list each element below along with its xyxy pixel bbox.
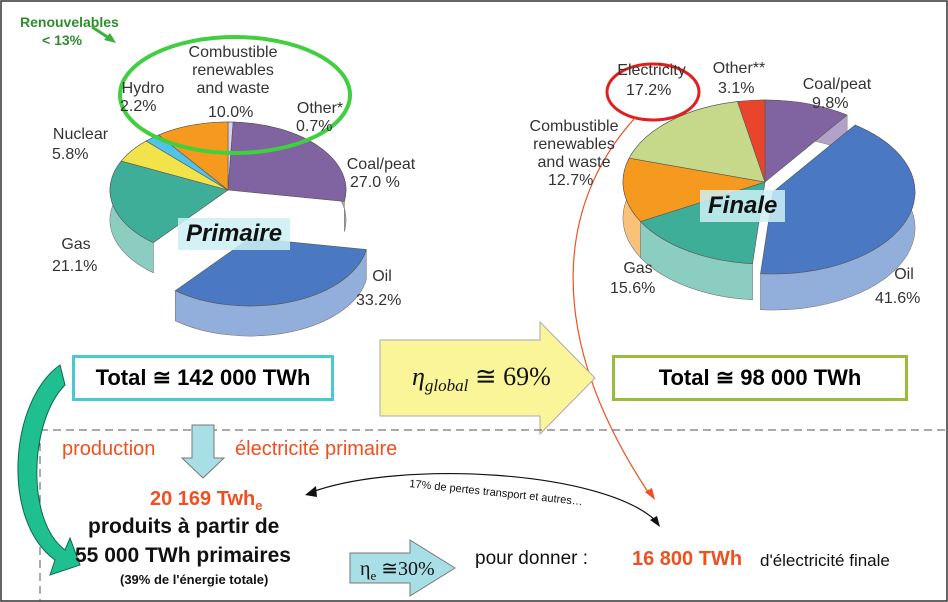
arrowhead <box>305 486 317 497</box>
slice-value-label: 9.8% <box>812 95 849 112</box>
slice-value-label: 12.7% <box>548 172 594 189</box>
slice-label: Gas <box>61 236 91 253</box>
slice-label: Oil <box>372 268 392 285</box>
from: produits à partir de <box>88 515 280 538</box>
slice-label: Coal/peat <box>346 156 416 173</box>
pies <box>109 99 916 337</box>
slice <box>174 237 367 307</box>
slice <box>158 121 229 191</box>
final-total: Total ≅ 98 000 TWh <box>612 355 908 401</box>
slice-side-shade <box>640 221 753 300</box>
slice-value-label: 17.2% <box>626 82 672 99</box>
eta-subscript: global <box>424 376 469 396</box>
slice <box>628 101 766 183</box>
efficiency: ηglobal ≅ 69% <box>412 362 551 396</box>
slice <box>622 157 766 222</box>
efficiency-value: ≅30% <box>381 558 435 580</box>
efficiency-value: ≅ 69% <box>474 362 551 391</box>
slice <box>760 124 916 275</box>
slice-label: Oil <box>894 266 914 283</box>
pie-title: Primaire <box>178 218 291 250</box>
output-subscript: e <box>255 498 263 513</box>
slice-label: Nuclear <box>52 126 109 143</box>
slice-value-label: 27.0 % <box>350 174 400 191</box>
input: 55 000 TWh primaires <box>75 544 291 567</box>
slice-label: Gas <box>623 260 653 277</box>
electricity-efficiency: ηe ≅30% <box>360 556 435 584</box>
slice-value-label: 41.6% <box>875 290 921 307</box>
slice-label: Combustible renewables and waste <box>188 44 278 97</box>
slice-label: Electricity <box>617 62 686 79</box>
slice <box>109 160 229 244</box>
slice-side-shade <box>175 249 367 336</box>
slice-value-label: 21.1% <box>52 258 98 275</box>
slice-value-label: 3.1% <box>718 80 755 97</box>
slice <box>737 99 766 183</box>
slice-label: Hydro <box>121 80 165 97</box>
pie-title: Finale <box>700 190 786 222</box>
renewables-label: Renouvelables <box>20 14 119 30</box>
share: (39% de l'énergie totale) <box>120 572 269 587</box>
electricity-output: 20 169 Twhe <box>150 488 262 513</box>
slice-value-label: 10.0% <box>208 104 254 121</box>
eta: η <box>360 558 371 580</box>
slice-label: Other* <box>296 100 344 117</box>
efficiency-arrow <box>379 320 596 436</box>
arrowhead <box>650 516 660 527</box>
final-electricity-label: d'électricité finale <box>760 551 890 570</box>
electricity-arrow <box>349 539 456 597</box>
slice <box>227 121 347 202</box>
renewables-ellipse <box>118 35 352 155</box>
renewables-share: < 13% <box>42 32 83 48</box>
primary-total: Total ≅ 142 000 TWh <box>72 355 334 401</box>
primary-electricity: électricité primaire <box>235 438 398 460</box>
to: pour donner : <box>475 548 589 569</box>
final-electricity: 16 800 TWh <box>632 548 743 570</box>
electricity-ellipse <box>605 62 701 122</box>
slice-value-label: 5.8% <box>52 146 89 163</box>
output: 20 169 Twh <box>150 488 256 510</box>
slice-label: Combustible renewables and waste <box>529 118 619 171</box>
arrowhead <box>104 33 116 43</box>
production: production <box>62 438 156 460</box>
losses-curve <box>311 473 656 521</box>
slice <box>764 99 848 183</box>
flow-arrow <box>17 364 81 576</box>
slice-label: Coal/peat <box>802 76 872 93</box>
arrowhead <box>645 488 655 500</box>
slice-value-label: 15.6% <box>610 280 656 297</box>
slice-label: Other** <box>712 60 766 77</box>
eta-subscript: e <box>370 568 377 583</box>
slice-value-label: 33.2% <box>356 292 402 309</box>
production-arrow <box>180 424 226 479</box>
eta: η <box>412 362 425 391</box>
slice-value-label: 0.7% <box>296 118 333 135</box>
slice-value-label: 2.2% <box>120 98 157 115</box>
